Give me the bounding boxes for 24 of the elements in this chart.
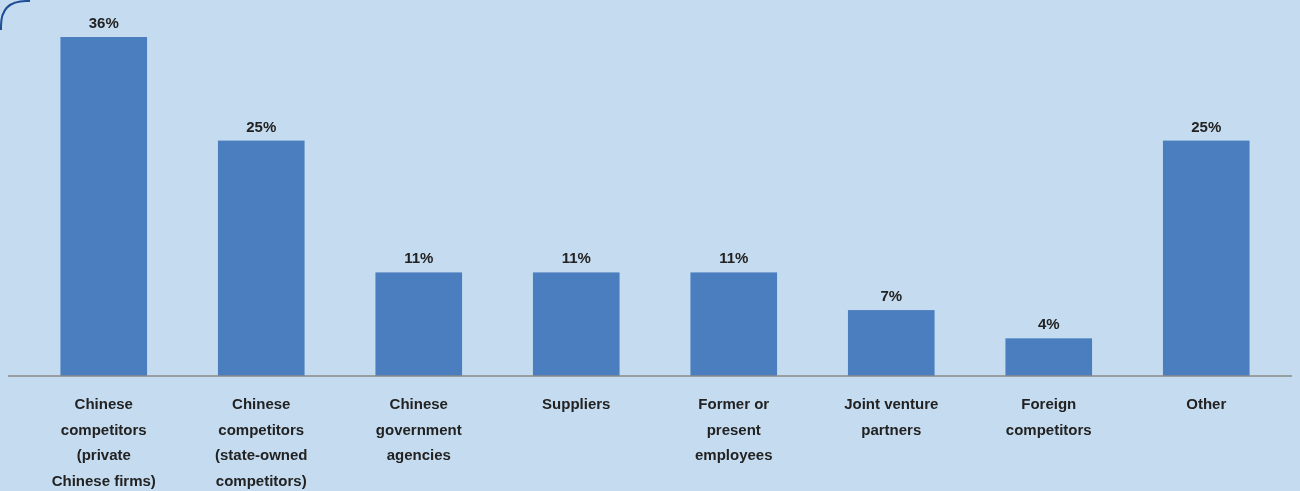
x-tick-label: Suppliers — [542, 395, 611, 412]
bar — [375, 272, 463, 376]
data-label: 25% — [1191, 117, 1222, 135]
data-label: 7% — [880, 287, 903, 305]
bar — [690, 272, 778, 376]
data-label: 4% — [1037, 315, 1060, 333]
bar — [847, 310, 935, 376]
bar — [532, 272, 620, 376]
data-label: 11% — [561, 249, 591, 267]
bar — [60, 37, 148, 376]
bar — [1162, 140, 1250, 376]
x-tick-label: Foreign competitors — [1005, 395, 1092, 438]
x-tick-label: Joint venture partners — [844, 395, 939, 438]
data-label: 11% — [719, 249, 749, 267]
x-tick-label: Other — [1186, 395, 1227, 412]
bar — [217, 140, 305, 376]
data-label: 36% — [88, 14, 119, 31]
x-tick-label: Chinese competitors (private Chinese firms) — [51, 395, 156, 489]
x-tick-label: Former or present employees — [694, 395, 773, 463]
x-tick-label: Chinese competitors (state-owned competitors) — [214, 395, 308, 489]
data-label: 11% — [404, 249, 434, 267]
bar — [1005, 338, 1093, 376]
data-label: 25% — [246, 117, 277, 135]
x-tick-label: Chinese government agencies — [375, 395, 462, 463]
